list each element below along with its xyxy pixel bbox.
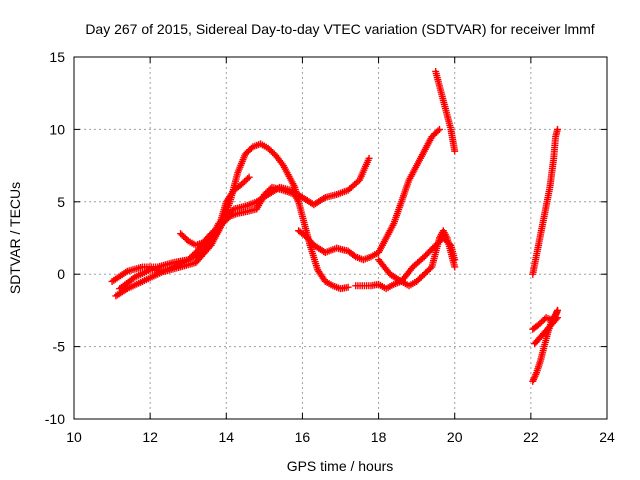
series-track-3 bbox=[116, 183, 303, 293]
data-point bbox=[554, 306, 562, 314]
series-track-12 bbox=[531, 314, 562, 348]
axis-layer: 10 12 14 16 18 20 22 24 -10 -5 0 5 10 15 bbox=[45, 49, 615, 445]
x-tick-label: 10 bbox=[66, 429, 82, 445]
data-point bbox=[451, 263, 459, 271]
x-tick-label: 16 bbox=[295, 429, 311, 445]
chart-title: Day 267 of 2015, Sidereal Day-to-day VTE… bbox=[85, 21, 594, 37]
data-point bbox=[320, 194, 328, 202]
x-tick-label: 22 bbox=[523, 429, 539, 445]
data-layer bbox=[108, 67, 562, 385]
data-point bbox=[554, 314, 562, 322]
data-point bbox=[554, 125, 562, 133]
y-tick-label: -5 bbox=[53, 339, 66, 355]
data-point bbox=[451, 147, 459, 155]
data-point bbox=[344, 283, 352, 291]
series-track-9 bbox=[529, 125, 562, 278]
data-point bbox=[445, 240, 453, 248]
data-point bbox=[244, 175, 252, 183]
x-tick-label: 14 bbox=[218, 429, 234, 445]
x-axis-title: GPS time / hours bbox=[287, 458, 394, 474]
series-track-4 bbox=[295, 125, 443, 264]
data-point bbox=[552, 315, 560, 323]
x-tick-label: 20 bbox=[447, 429, 463, 445]
grid-layer bbox=[74, 57, 607, 419]
series-track-8 bbox=[432, 67, 459, 155]
data-point bbox=[426, 264, 434, 272]
series-track-5 bbox=[177, 173, 253, 249]
x-tick-label: 18 bbox=[371, 429, 387, 445]
y-tick-label: -10 bbox=[45, 411, 65, 427]
y-tick-label: 0 bbox=[57, 266, 65, 282]
data-point bbox=[434, 127, 442, 135]
data-point bbox=[122, 286, 130, 294]
x-tick-label: 12 bbox=[142, 429, 158, 445]
plot-frame bbox=[73, 56, 608, 420]
y-tick-label: 5 bbox=[57, 194, 65, 210]
data-point bbox=[295, 198, 303, 206]
data-point bbox=[245, 173, 253, 181]
series-track-7 bbox=[375, 234, 459, 285]
series-track-11 bbox=[529, 306, 562, 333]
data-point bbox=[365, 154, 373, 162]
y-axis-title: SDTVAR / TECUs bbox=[7, 182, 23, 294]
x-tick-label: 24 bbox=[599, 429, 615, 445]
data-point bbox=[435, 125, 443, 133]
data-point bbox=[451, 256, 459, 264]
y-tick-label: 15 bbox=[49, 49, 65, 65]
y-tick-label: 10 bbox=[49, 121, 65, 137]
